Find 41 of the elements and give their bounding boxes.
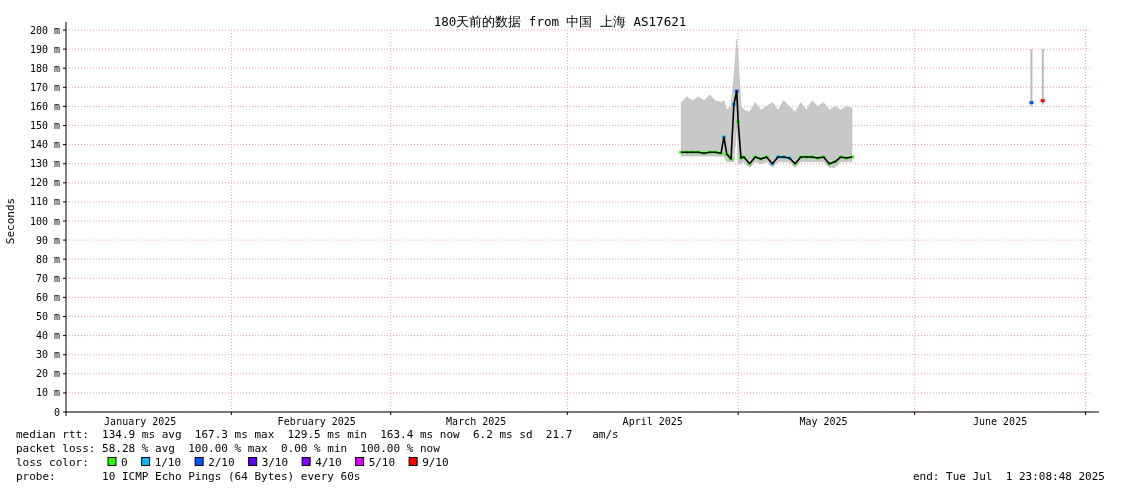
y-tick-label: 180 m bbox=[29, 62, 60, 74]
y-tick-label: 150 m bbox=[29, 120, 60, 131]
text: probe: 10 ICMP Echo Pings (64 Bytes) every 60s bbox=[16, 470, 361, 483]
chart-title: 180天前的数据 from 中国 上海 AS17621 bbox=[433, 14, 687, 29]
legend-title: loss color: bbox=[16, 456, 89, 469]
x-tick-label: March 2025 bbox=[446, 416, 507, 427]
y-tick-label: 80 m bbox=[35, 253, 60, 265]
y-tick-label: 50 m bbox=[35, 311, 60, 322]
legend-label: 2/10 bbox=[208, 456, 235, 469]
y-tick-label: 130 m bbox=[29, 158, 60, 170]
y-tick-label: 140 m bbox=[29, 139, 60, 151]
text: end: Tue Jul 1 23:08:48 2025 bbox=[912, 470, 1105, 483]
y-tick-label: 100 m bbox=[29, 215, 60, 227]
x-tick-label: May 2025 bbox=[799, 416, 848, 427]
legend-label: 5/10 bbox=[368, 456, 396, 469]
y-tick-label: 60 m bbox=[35, 291, 60, 303]
y-tick-label: 10 m bbox=[35, 387, 60, 399]
y-tick-label: 30 m bbox=[35, 349, 60, 361]
y-tick-label: 90 m bbox=[35, 234, 60, 246]
y-tick-label: 200 m bbox=[29, 24, 60, 36]
legend-label: 1/10 bbox=[154, 456, 182, 469]
y-axis-title: Seconds bbox=[4, 197, 17, 245]
y-tick-label: 40 m bbox=[35, 330, 60, 342]
y-tick-label: 110 m bbox=[29, 196, 60, 208]
y-tick-label: 0 bbox=[53, 406, 60, 418]
y-tick-label: 120 m bbox=[29, 177, 60, 189]
y-tick-label: 190 m bbox=[29, 43, 60, 55]
x-tick-label: January 2025 bbox=[104, 416, 177, 427]
y-tick-label: 160 m bbox=[29, 100, 60, 112]
legend-label: 0 bbox=[121, 456, 128, 469]
y-tick-label: 170 m bbox=[29, 81, 60, 93]
x-tick-label: April 2025 bbox=[622, 416, 683, 427]
text: median rtt: 134.9 ms avg 167.3 ms max 129.5 ms min 163.4 ms now 6.2 ms sd 21.7 am/s bbox=[16, 428, 619, 441]
legend-label: 4/10 bbox=[315, 456, 342, 469]
text: packet loss: 58.28 % avg 100.00 % max 0.00 % min 100.00 % now bbox=[16, 442, 441, 455]
legend-label: 3/10 bbox=[261, 456, 289, 469]
legend-label: 9/10 bbox=[422, 456, 449, 469]
x-tick-label: February 2025 bbox=[277, 416, 356, 427]
y-tick-label: 70 m bbox=[35, 272, 60, 284]
y-tick-label: 20 m bbox=[35, 368, 60, 380]
x-tick-label: June 2025 bbox=[973, 416, 1028, 427]
